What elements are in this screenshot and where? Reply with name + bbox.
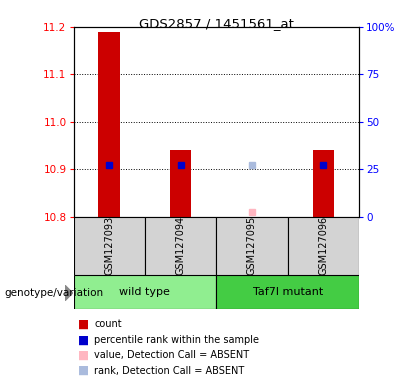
Bar	[145, 217, 216, 275]
Bar	[216, 275, 359, 309]
Bar	[74, 217, 145, 275]
Text: ■: ■	[78, 318, 89, 331]
Bar	[216, 217, 288, 275]
Polygon shape	[65, 285, 73, 301]
Bar	[74, 275, 216, 309]
Text: GSM127095: GSM127095	[247, 216, 257, 275]
Text: GDS2857 / 1451561_at: GDS2857 / 1451561_at	[139, 17, 294, 30]
Text: genotype/variation: genotype/variation	[4, 288, 103, 298]
Text: wild type: wild type	[119, 287, 171, 297]
Text: ■: ■	[78, 333, 89, 346]
Text: ■: ■	[78, 349, 89, 362]
Bar	[312, 151, 334, 217]
Text: ■: ■	[78, 364, 89, 377]
Text: count: count	[94, 319, 122, 329]
Text: value, Detection Call = ABSENT: value, Detection Call = ABSENT	[94, 350, 249, 360]
Text: percentile rank within the sample: percentile rank within the sample	[94, 335, 260, 345]
Bar	[170, 151, 191, 217]
Text: GSM127096: GSM127096	[318, 216, 328, 275]
Text: Taf7l mutant: Taf7l mutant	[252, 287, 323, 297]
Bar	[288, 217, 359, 275]
Bar	[98, 31, 120, 217]
Text: rank, Detection Call = ABSENT: rank, Detection Call = ABSENT	[94, 366, 245, 376]
Text: GSM127094: GSM127094	[176, 216, 186, 275]
Text: GSM127093: GSM127093	[104, 216, 114, 275]
